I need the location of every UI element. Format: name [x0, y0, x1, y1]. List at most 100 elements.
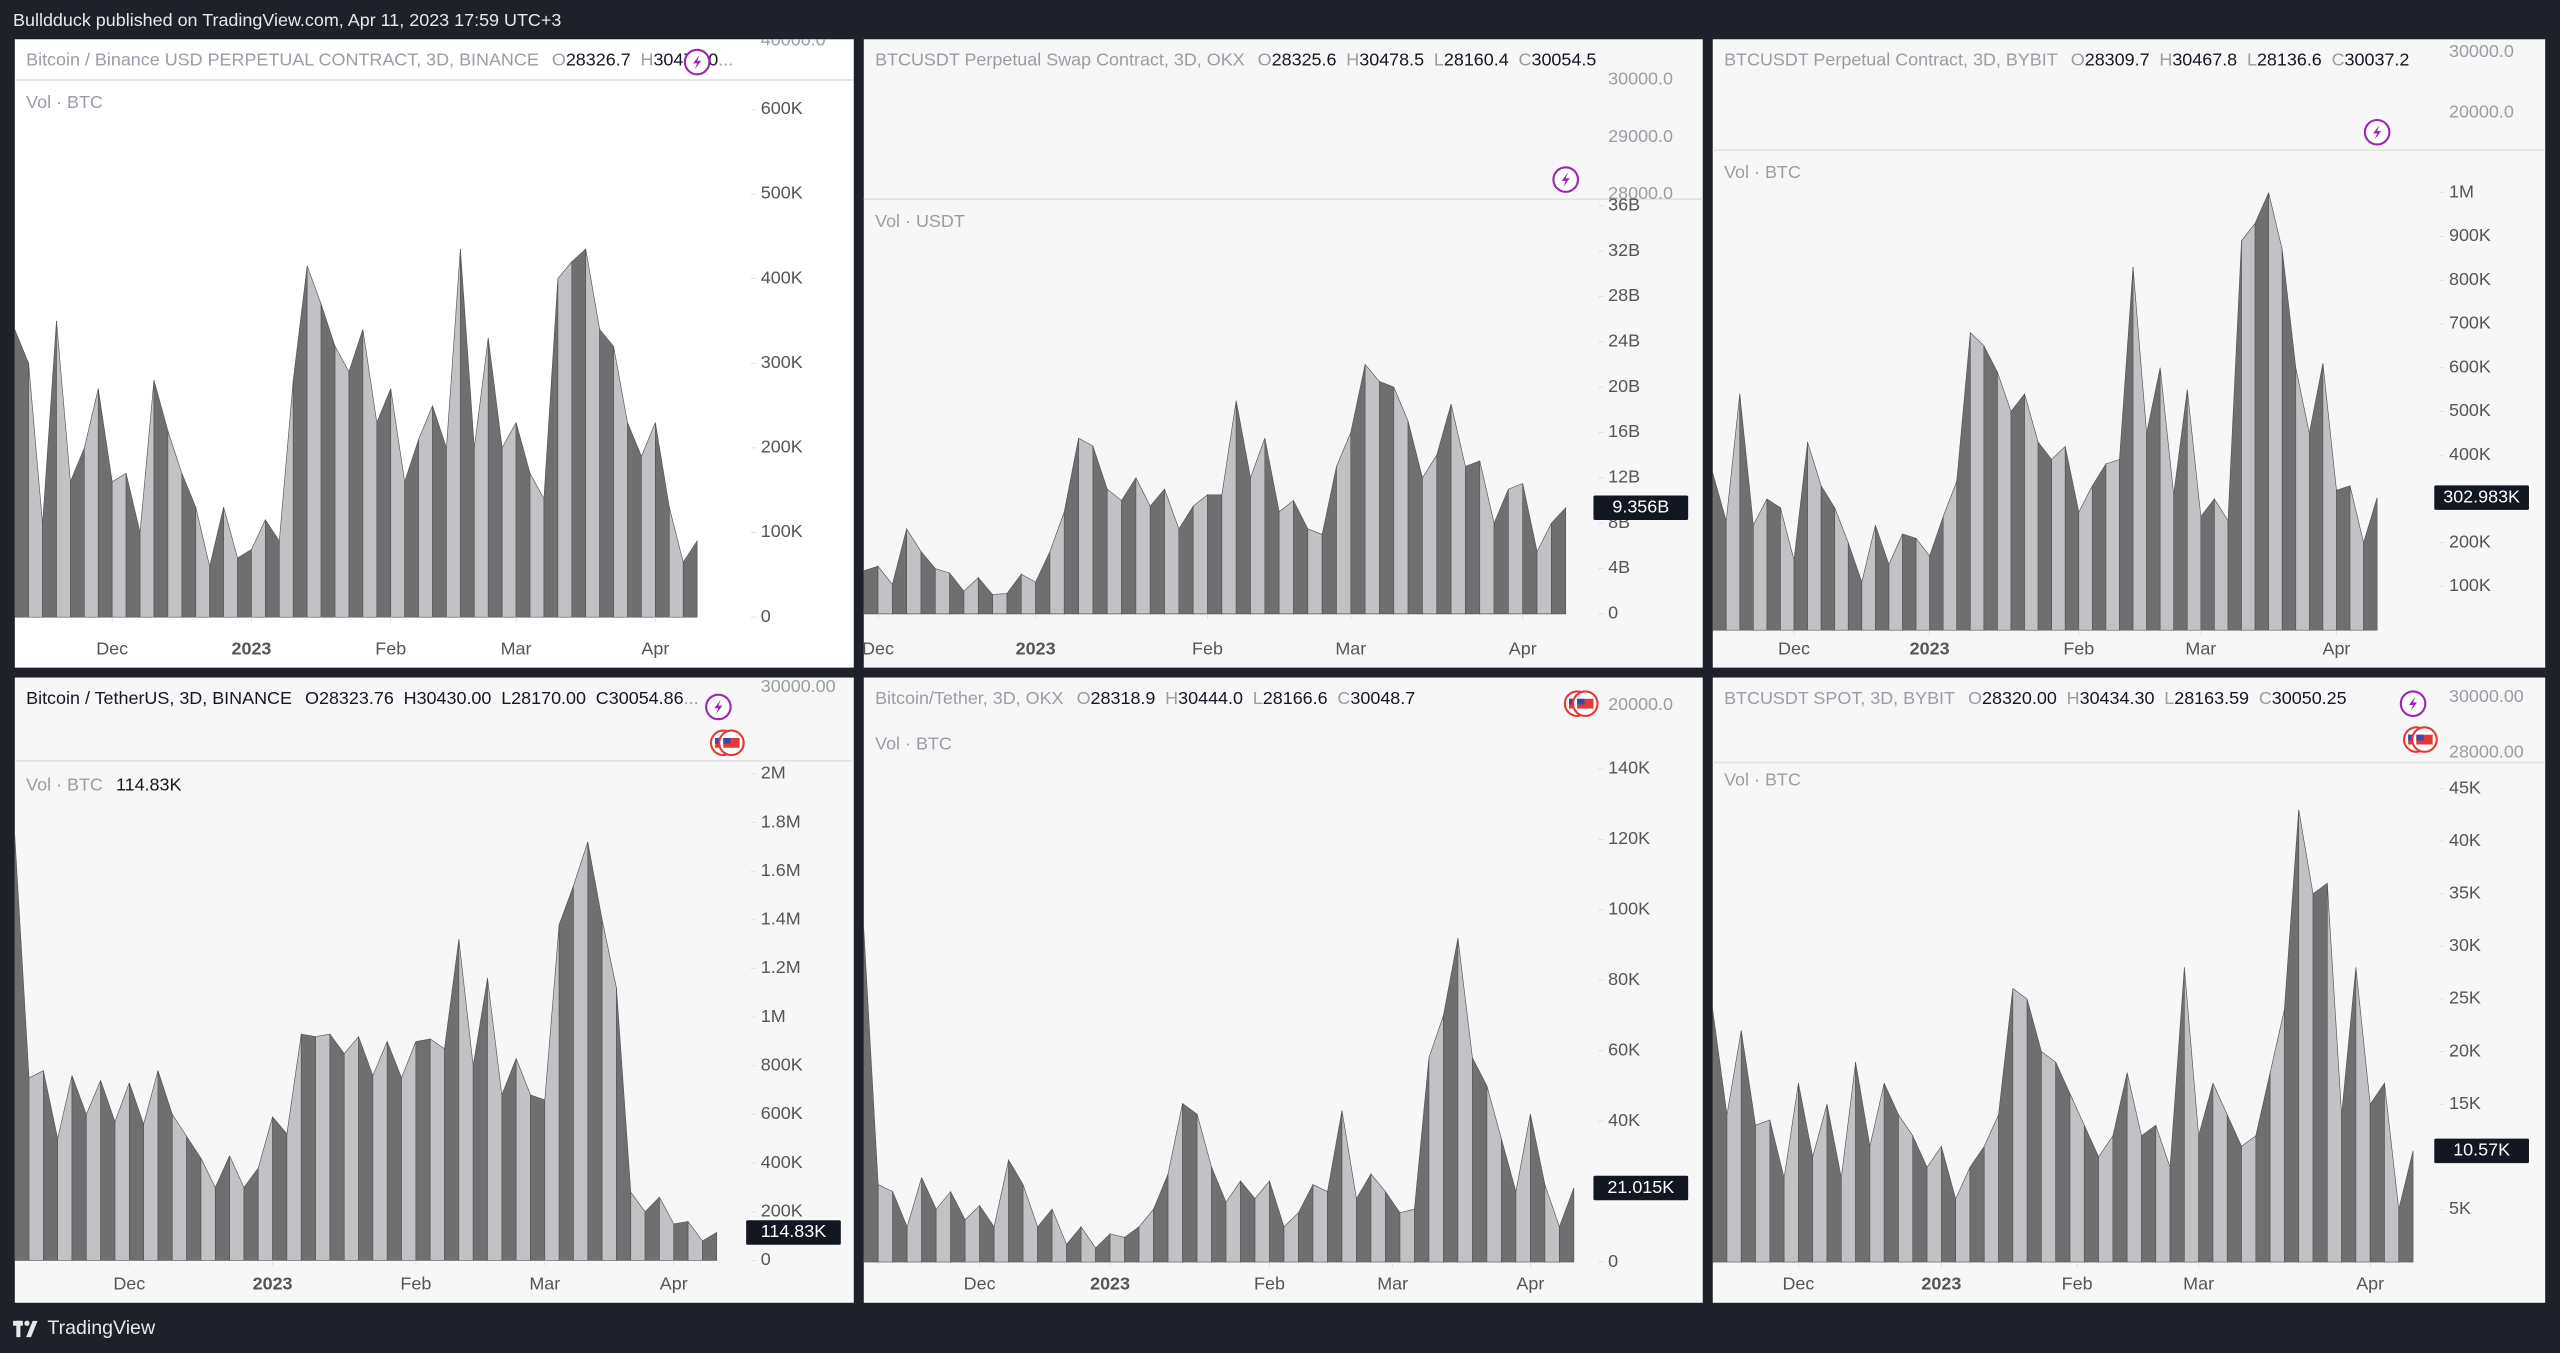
y-tick-label: 16B [1608, 421, 1640, 441]
x-tick-label: Mar [529, 1274, 560, 1294]
volume-segment [334, 346, 350, 618]
flag-canton [1577, 698, 1585, 705]
volume-segment [1278, 499, 1294, 615]
ohlc-label: H [2159, 49, 2172, 69]
volume-segment [934, 568, 950, 615]
ohlc-label: L [2247, 49, 2257, 69]
volume-segment [2098, 1134, 2114, 1263]
volume-segment [2369, 1082, 2385, 1263]
x-tick-label: 2023 [1910, 639, 1950, 659]
price-tick-label: 28000.00 [2449, 741, 2524, 761]
volume-segment [2037, 441, 2053, 631]
volume-segment [515, 1058, 531, 1261]
volume-segment [1312, 1184, 1328, 1263]
ohlc-value: 28318.9 [1091, 688, 1156, 708]
volume-segment [2214, 497, 2229, 631]
volume-segment [1106, 488, 1122, 615]
event-icon-bolt [714, 699, 723, 715]
x-tick-label: Mar [501, 639, 532, 659]
volume-name: Vol · BTC [26, 92, 103, 112]
volume-segment [2092, 462, 2107, 631]
y-tick-label: 2M [761, 763, 786, 783]
volume-label: Vol · BTC [875, 733, 952, 753]
ohlc-label: L [501, 688, 511, 708]
ohlc-label: L [1434, 49, 1444, 69]
y-tick-label: 30K [2449, 935, 2481, 955]
footer-brand[interactable]: TradingView [47, 1317, 156, 1339]
volume-segment [2268, 192, 2283, 631]
chart-header: BTCUSDT Perpetual Contract, 3D, BYBIT O28… [1724, 49, 2409, 69]
volume-name: Vol · BTC [1724, 769, 1801, 789]
logo-part [24, 1320, 30, 1326]
y-tick-label: 600K [2449, 356, 2491, 376]
x-tick-label: Feb [2063, 639, 2094, 659]
publish-line: Bulldduck published on TradingView.com, … [13, 10, 561, 30]
ohlc-value: 28326.7 [566, 49, 631, 69]
ohlc-label: O [1258, 49, 1272, 69]
last-value-badge [2434, 1138, 2529, 1164]
ohlc-label: H [404, 688, 417, 708]
volume-name: Vol · BTC [1724, 162, 1801, 182]
volume-segment [1109, 1233, 1125, 1263]
volume-segment [343, 1035, 359, 1261]
volume-segment [2398, 1150, 2414, 1263]
ohlc-label: O [1968, 688, 1982, 708]
x-tick-label: Mar [2185, 639, 2216, 659]
volume-segment [1379, 380, 1395, 615]
x-tick-label: Apr [660, 1274, 688, 1294]
y-tick-label: 500K [2449, 400, 2491, 420]
volume-segment [529, 473, 545, 618]
volume-segment [171, 1113, 187, 1261]
volume-segment [415, 1038, 431, 1261]
ohlc-label: O [1077, 688, 1091, 708]
ohlc-label: L [2164, 688, 2174, 708]
volume-segment [1207, 494, 1223, 615]
y-tick-label: 0 [761, 606, 771, 626]
volume-segment [1192, 494, 1208, 615]
volume-segment [2105, 459, 2120, 631]
volume-segment [530, 1094, 546, 1261]
y-tick-label: 35K [2449, 883, 2481, 903]
ohlc-value: 28325.6 [1272, 49, 1337, 69]
x-tick-label: Dec [96, 639, 128, 659]
y-tick-label: 1.6M [761, 860, 801, 880]
y-tick-label: 600K [761, 1103, 803, 1123]
ohlc-value: 28166.6 [1263, 688, 1328, 708]
x-tick-label: Feb [375, 639, 406, 659]
y-tick-label: 1.2M [761, 957, 801, 977]
ohlc-label: L [1253, 688, 1263, 708]
volume-name: Vol · USDT [875, 211, 965, 231]
volume-segment [1898, 1113, 1914, 1263]
y-tick-label: 20B [1608, 376, 1640, 396]
y-tick-label: 0 [1608, 1251, 1618, 1271]
volume-segment [358, 1036, 374, 1261]
y-tick-label: 24B [1608, 331, 1640, 351]
chart-header: Bitcoin / Binance USD PERPETUAL CONTRACT… [26, 49, 733, 69]
y-tick-label: 100K [2449, 575, 2491, 595]
volume-segment [992, 593, 1008, 615]
y-tick-label: 900K [2449, 225, 2491, 245]
volume-segment [1926, 1145, 1942, 1263]
volume-segment [2312, 882, 2328, 1263]
volume-segment [1422, 454, 1438, 615]
chart-panel: BTCUSDT Perpetual Swap Contract, 3D, OKX… [863, 39, 1703, 668]
volume-segment [673, 1221, 689, 1261]
panel-background [863, 677, 1703, 1303]
chart-title: Bitcoin / Binance USD PERPETUAL CONTRACT… [26, 49, 539, 69]
volume-segment [300, 1033, 316, 1261]
volume-segment [348, 329, 364, 618]
volume-segment [2141, 1124, 2157, 1263]
x-tick-label: Dec [964, 1274, 996, 1294]
y-tick-label: 45K [2449, 777, 2481, 797]
volume-segment [2254, 192, 2269, 631]
volume-segment [372, 1041, 388, 1261]
x-tick-label: Feb [400, 1274, 431, 1294]
y-tick-label: 80K [1608, 969, 1640, 989]
x-tick-label: Dec [1782, 1274, 1814, 1294]
chart-header: BTCUSDT Perpetual Swap Contract, 3D, OKX… [875, 49, 1596, 69]
volume-segment [28, 1070, 44, 1261]
volume-segment [2055, 1061, 2071, 1263]
ohlc-label: O [552, 49, 566, 69]
y-tick-label: 36B [1608, 194, 1640, 214]
ohlc-label: H [1346, 49, 1359, 69]
